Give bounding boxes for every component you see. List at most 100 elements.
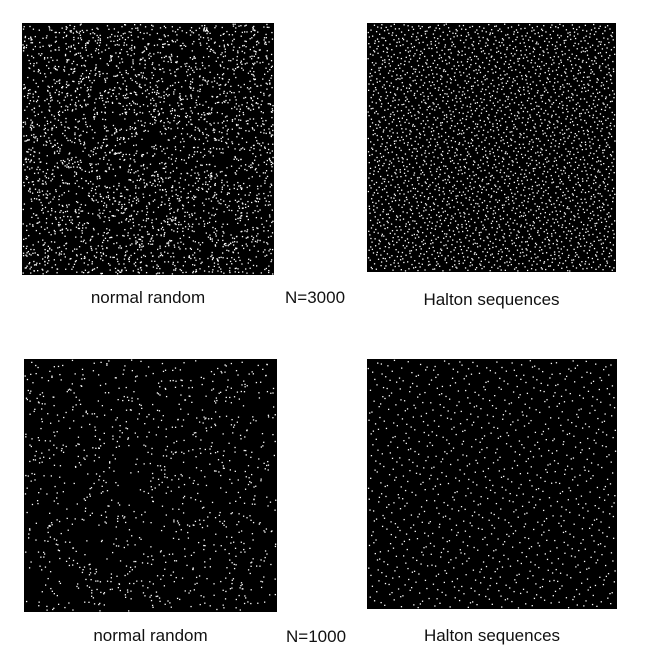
- scatter-point: [240, 148, 242, 150]
- scatter-point: [52, 169, 54, 171]
- scatter-point: [163, 219, 165, 222]
- scatter-point: [431, 196, 434, 198]
- scatter-point: [119, 129, 121, 131]
- scatter-point: [577, 242, 579, 244]
- scatter-point: [127, 36, 129, 39]
- scatter-point: [578, 234, 580, 237]
- scatter-point: [89, 95, 91, 97]
- scatter-point: [526, 240, 528, 243]
- scatter-point: [99, 177, 101, 179]
- scatter-point: [494, 184, 496, 186]
- scatter-point: [237, 124, 239, 126]
- scatter-point: [607, 64, 609, 66]
- scatter-point: [29, 261, 31, 264]
- scatter-point: [482, 129, 485, 131]
- scatter-point: [471, 113, 474, 115]
- scatter-point: [32, 28, 35, 30]
- scatter-point: [102, 252, 104, 254]
- scatter-point: [457, 50, 460, 52]
- scatter-point: [161, 78, 163, 80]
- scatter-point: [78, 222, 81, 224]
- scatter-point: [251, 235, 253, 237]
- scatter-point: [124, 267, 126, 269]
- scatter-point: [226, 223, 229, 225]
- scatter-point: [182, 271, 184, 274]
- scatter-point: [136, 133, 138, 135]
- scatter-point: [163, 97, 165, 99]
- scatter-point: [601, 55, 603, 57]
- scatter-point: [156, 32, 159, 35]
- scatter-point: [102, 253, 105, 255]
- scatter-point: [253, 34, 255, 37]
- scatter-point: [490, 254, 492, 256]
- scatter-point: [257, 239, 259, 241]
- scatter-point: [391, 255, 393, 257]
- scatter-point: [30, 127, 33, 129]
- scatter-point: [415, 118, 417, 120]
- scatter-point: [118, 87, 121, 89]
- scatter-point: [247, 120, 249, 122]
- scatter-point: [584, 40, 586, 42]
- scatter-point: [605, 265, 607, 267]
- scatter-point: [526, 136, 528, 138]
- scatter-point: [200, 36, 202, 38]
- scatter-point: [392, 132, 394, 134]
- scatter-point: [552, 59, 554, 61]
- scatter-point: [113, 133, 116, 135]
- scatter-point: [36, 140, 38, 142]
- scatter-point: [490, 175, 492, 178]
- scatter-point: [254, 78, 257, 80]
- scatter-point: [238, 110, 241, 113]
- scatter-point: [147, 44, 149, 46]
- scatter-point: [73, 36, 75, 39]
- scatter-point: [144, 84, 146, 86]
- scatter-point: [575, 108, 578, 110]
- scatter-point: [202, 188, 204, 190]
- scatter-point: [181, 48, 183, 50]
- scatter-point: [158, 229, 160, 232]
- scatter-point: [270, 60, 273, 62]
- scatter-point: [368, 230, 370, 232]
- scatter-point: [67, 109, 69, 111]
- scatter-point: [541, 100, 543, 103]
- scatter-point: [184, 226, 187, 228]
- scatter-point: [29, 92, 31, 95]
- scatter-point: [141, 75, 144, 77]
- scatter-point: [26, 255, 28, 257]
- scatter-point: [405, 196, 408, 199]
- scatter-point: [451, 243, 453, 246]
- scatter-point: [26, 252, 28, 254]
- scatter-point: [155, 144, 157, 146]
- scatter-point: [112, 111, 114, 113]
- scatter-point: [57, 111, 60, 114]
- scatter-point: [580, 51, 583, 53]
- scatter-point: [263, 92, 265, 95]
- scatter-point: [122, 138, 125, 141]
- scatter-point: [547, 193, 549, 195]
- scatter-point: [99, 57, 102, 60]
- scatter-point: [174, 135, 177, 138]
- scatter-point: [483, 239, 485, 242]
- scatter-point: [468, 213, 470, 215]
- scatter-point: [256, 61, 258, 63]
- scatter-point: [214, 244, 216, 246]
- scatter-point: [165, 166, 167, 168]
- scatter-point: [104, 90, 107, 92]
- scatter-point: [185, 124, 188, 126]
- scatter-point: [609, 125, 611, 127]
- scatter-point: [43, 56, 46, 59]
- scatter-point: [220, 198, 222, 201]
- scatter-point: [449, 110, 451, 112]
- scatter-point: [30, 160, 32, 162]
- scatter-point: [67, 158, 69, 160]
- scatter-point: [560, 139, 562, 141]
- scatter-point: [90, 70, 92, 72]
- scatter-point: [609, 153, 612, 156]
- scatter-point: [432, 242, 434, 244]
- scatter-point: [398, 41, 401, 43]
- scatter-point: [77, 42, 80, 44]
- scatter-point: [29, 67, 31, 70]
- scatter-point: [548, 99, 550, 101]
- scatter-point: [208, 180, 211, 183]
- scatter-point: [546, 206, 548, 208]
